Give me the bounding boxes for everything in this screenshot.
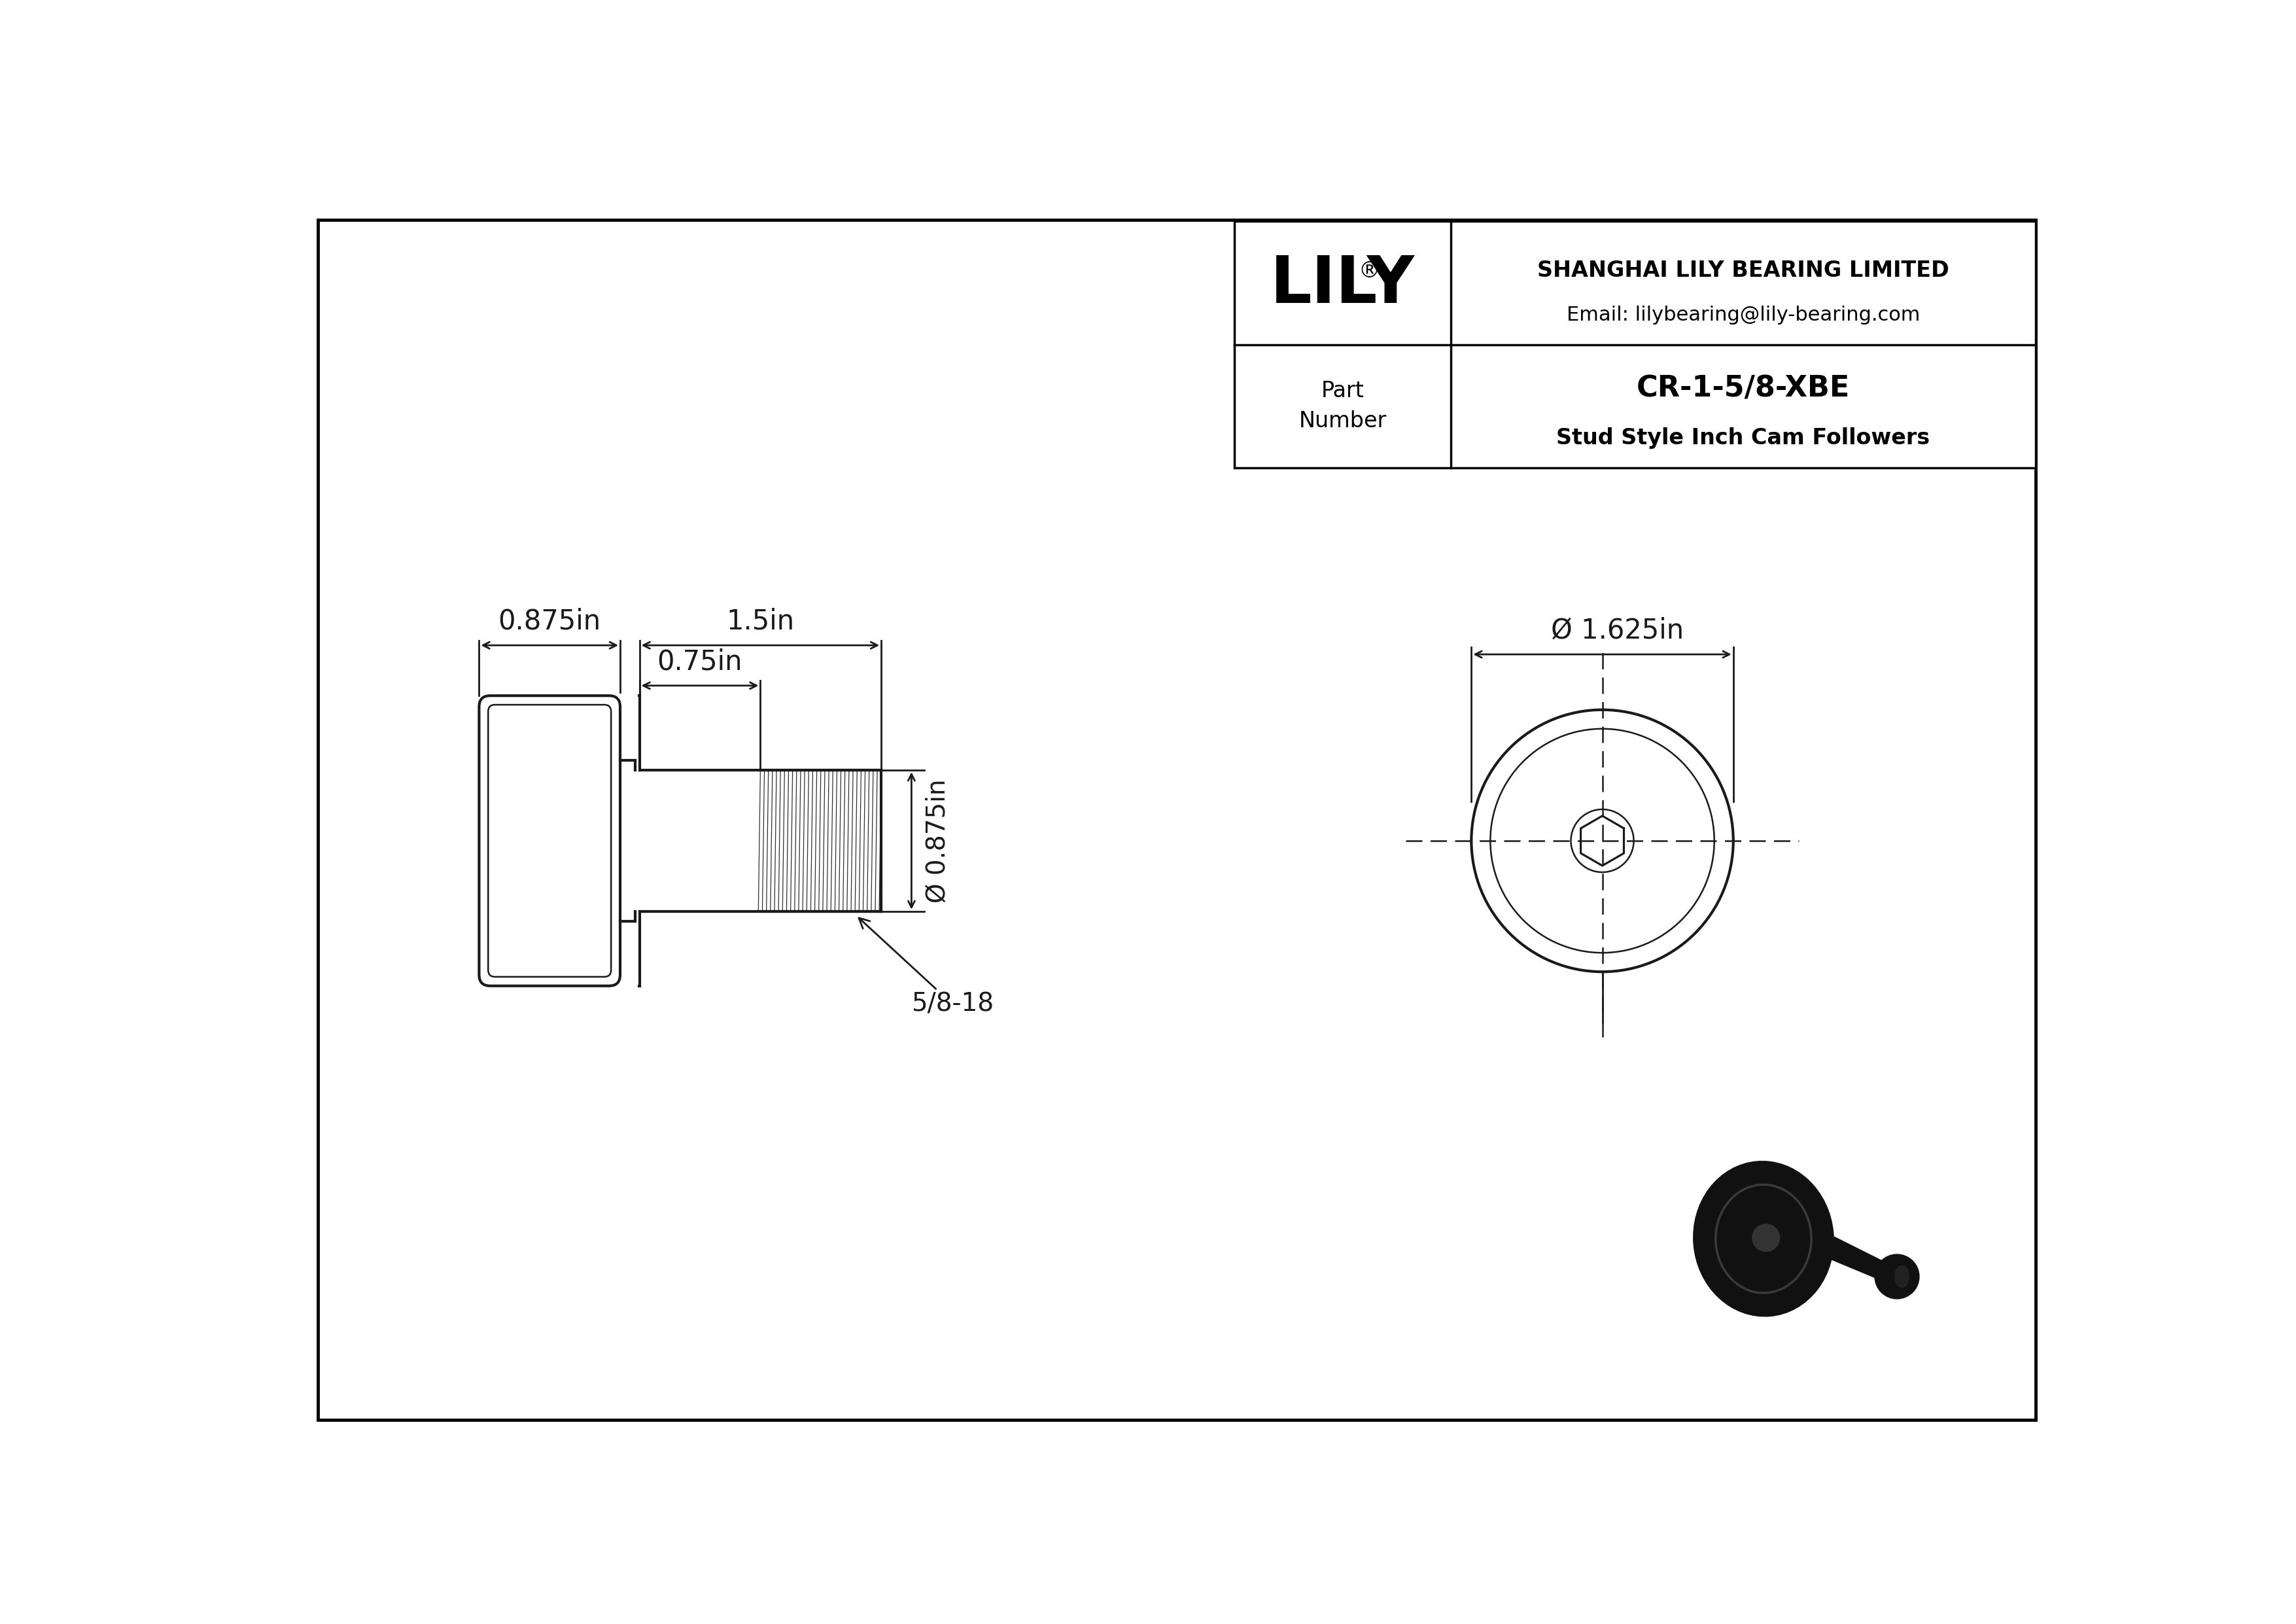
Text: SHANGHAI LILY BEARING LIMITED: SHANGHAI LILY BEARING LIMITED [1538, 260, 1949, 281]
Circle shape [1752, 1223, 1779, 1252]
Text: 0.75in: 0.75in [657, 648, 742, 676]
Text: LILY: LILY [1270, 253, 1414, 317]
Polygon shape [1830, 1236, 1890, 1285]
Text: 0.875in: 0.875in [498, 607, 602, 635]
Circle shape [1874, 1254, 1919, 1299]
Text: Ø 1.625in: Ø 1.625in [1552, 617, 1683, 645]
Ellipse shape [1692, 1161, 1835, 1317]
FancyBboxPatch shape [489, 705, 611, 976]
Text: 5/8-18: 5/8-18 [859, 918, 994, 1017]
Text: Ø 0.875in: Ø 0.875in [925, 780, 951, 903]
Ellipse shape [1894, 1265, 1910, 1288]
Text: Stud Style Inch Cam Followers: Stud Style Inch Cam Followers [1557, 427, 1931, 450]
Bar [1235, 221, 2037, 468]
Text: Email: lilybearing@lily-bearing.com: Email: lilybearing@lily-bearing.com [1566, 305, 1919, 325]
Text: ®: ® [1357, 260, 1380, 283]
Circle shape [1490, 729, 1715, 953]
Text: 1.5in: 1.5in [726, 607, 794, 635]
Circle shape [1472, 710, 1733, 971]
FancyBboxPatch shape [480, 695, 620, 986]
Circle shape [1570, 809, 1635, 872]
Text: Part
Number: Part Number [1300, 380, 1387, 432]
Text: CR-1-5/8-XBE: CR-1-5/8-XBE [1637, 375, 1851, 403]
